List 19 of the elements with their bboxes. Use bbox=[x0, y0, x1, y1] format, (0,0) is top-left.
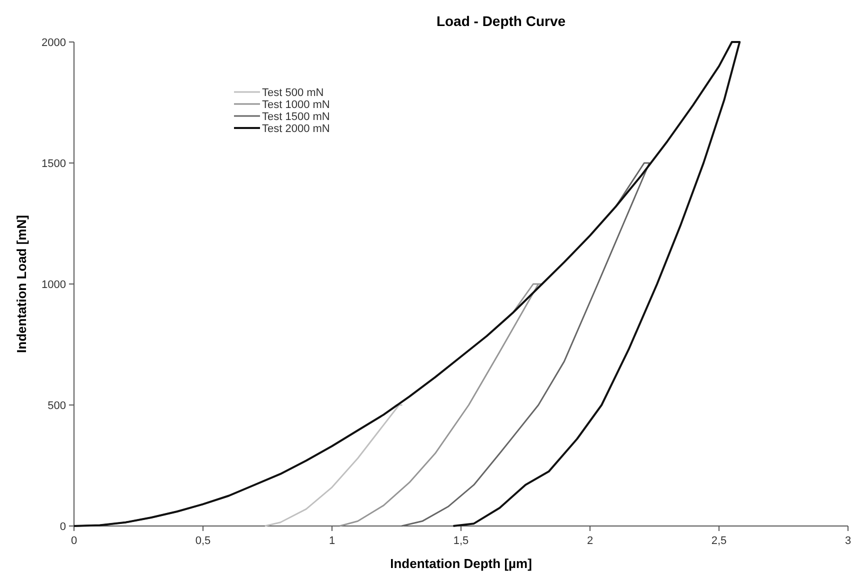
y-tick-label: 1000 bbox=[42, 279, 66, 291]
y-tick-label: 0 bbox=[60, 521, 66, 533]
y-tick-label: 500 bbox=[48, 400, 66, 412]
x-tick-label: 0 bbox=[70, 535, 78, 547]
x-tick-label: 2,5 bbox=[711, 535, 727, 547]
x-tick-label: 3 bbox=[844, 535, 852, 547]
x-axis-title: Indentation Depth [µm] bbox=[390, 556, 532, 571]
x-tick-label: 1 bbox=[328, 535, 336, 547]
y-tick-label: 2000 bbox=[42, 37, 66, 49]
legend-label: Test 2000 mN bbox=[262, 123, 330, 135]
legend-label: Test 1000 mN bbox=[262, 99, 330, 111]
legend-label: Test 1500 mN bbox=[262, 111, 330, 123]
y-tick-label: 1500 bbox=[42, 158, 66, 170]
chart-title: Load - Depth Curve bbox=[436, 13, 566, 29]
x-tick-label: 0,5 bbox=[195, 535, 211, 547]
x-tick-label: 2 bbox=[586, 535, 594, 547]
y-axis-title: Indentation Load [mN] bbox=[14, 215, 29, 353]
x-tick-label: 1,5 bbox=[453, 535, 469, 547]
legend-label: Test 500 mN bbox=[262, 87, 324, 99]
